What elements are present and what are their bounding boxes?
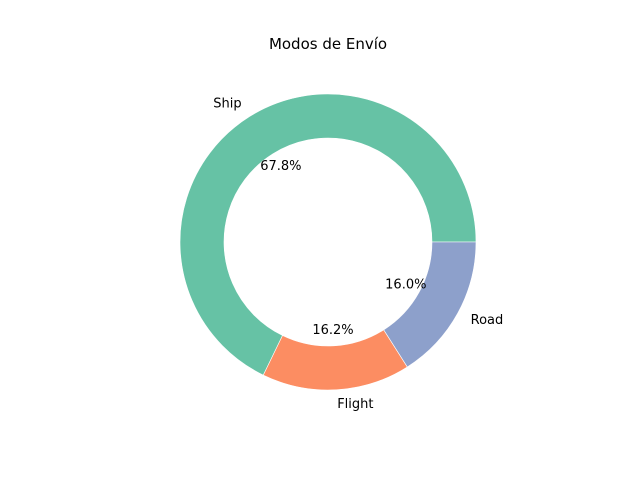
labels-layer: Ship 67.8% Flight 16.2% Road 16.0% — [213, 96, 503, 412]
pct-label-road: 16.0% — [385, 277, 426, 292]
pct-label-flight: 16.2% — [312, 323, 353, 338]
slice-ship — [179, 93, 477, 376]
slice-road — [383, 241, 477, 368]
chart-title: Modos de Envío — [269, 35, 387, 53]
slices-layer — [179, 93, 477, 391]
slice-label-flight: Flight — [337, 397, 373, 412]
slice-label-road: Road — [471, 313, 504, 328]
slice-label-ship: Ship — [213, 96, 241, 111]
pct-label-ship: 67.8% — [260, 159, 301, 174]
slice-flight — [262, 329, 408, 391]
